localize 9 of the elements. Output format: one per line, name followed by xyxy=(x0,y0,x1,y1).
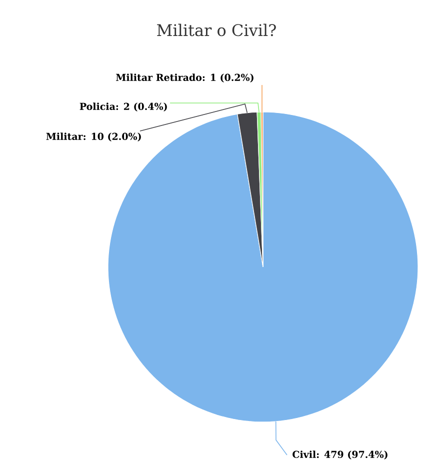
chart-title: Militar o Civil? xyxy=(157,24,276,36)
data-label: : 479 (97.4%) xyxy=(316,450,388,460)
data-label: : 1 (0.2%) xyxy=(202,74,254,82)
slice-label: Militar Retirado xyxy=(116,74,202,82)
slice-label: Policia xyxy=(80,102,116,110)
slice-label: Militar xyxy=(46,132,83,140)
slice-label: Civil xyxy=(292,450,316,458)
data-label: : 2 (0.4%) xyxy=(116,102,167,112)
data-label: : 10 (2.0%) xyxy=(84,132,141,142)
